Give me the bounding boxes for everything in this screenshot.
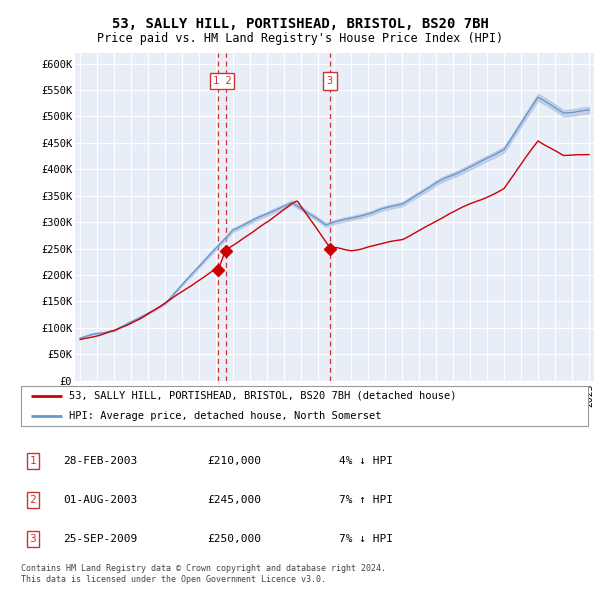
Text: 53, SALLY HILL, PORTISHEAD, BRISTOL, BS20 7BH (detached house): 53, SALLY HILL, PORTISHEAD, BRISTOL, BS2… (69, 391, 457, 401)
Text: 01-AUG-2003: 01-AUG-2003 (63, 496, 137, 505)
Text: £210,000: £210,000 (207, 457, 261, 466)
Text: £245,000: £245,000 (207, 496, 261, 505)
Text: Contains HM Land Registry data © Crown copyright and database right 2024.: Contains HM Land Registry data © Crown c… (21, 565, 386, 573)
Text: This data is licensed under the Open Government Licence v3.0.: This data is licensed under the Open Gov… (21, 575, 326, 584)
Text: 7% ↓ HPI: 7% ↓ HPI (339, 535, 393, 544)
Text: 53, SALLY HILL, PORTISHEAD, BRISTOL, BS20 7BH: 53, SALLY HILL, PORTISHEAD, BRISTOL, BS2… (112, 17, 488, 31)
Text: 4% ↓ HPI: 4% ↓ HPI (339, 457, 393, 466)
Text: 3: 3 (29, 535, 37, 544)
Text: Price paid vs. HM Land Registry's House Price Index (HPI): Price paid vs. HM Land Registry's House … (97, 32, 503, 45)
Text: 2: 2 (29, 496, 37, 505)
Text: 1 2: 1 2 (212, 76, 232, 86)
Text: £250,000: £250,000 (207, 535, 261, 544)
Text: 7% ↑ HPI: 7% ↑ HPI (339, 496, 393, 505)
Text: 28-FEB-2003: 28-FEB-2003 (63, 457, 137, 466)
Text: 3: 3 (327, 76, 333, 86)
Text: HPI: Average price, detached house, North Somerset: HPI: Average price, detached house, Nort… (69, 411, 382, 421)
Text: 25-SEP-2009: 25-SEP-2009 (63, 535, 137, 544)
Text: 1: 1 (29, 457, 37, 466)
